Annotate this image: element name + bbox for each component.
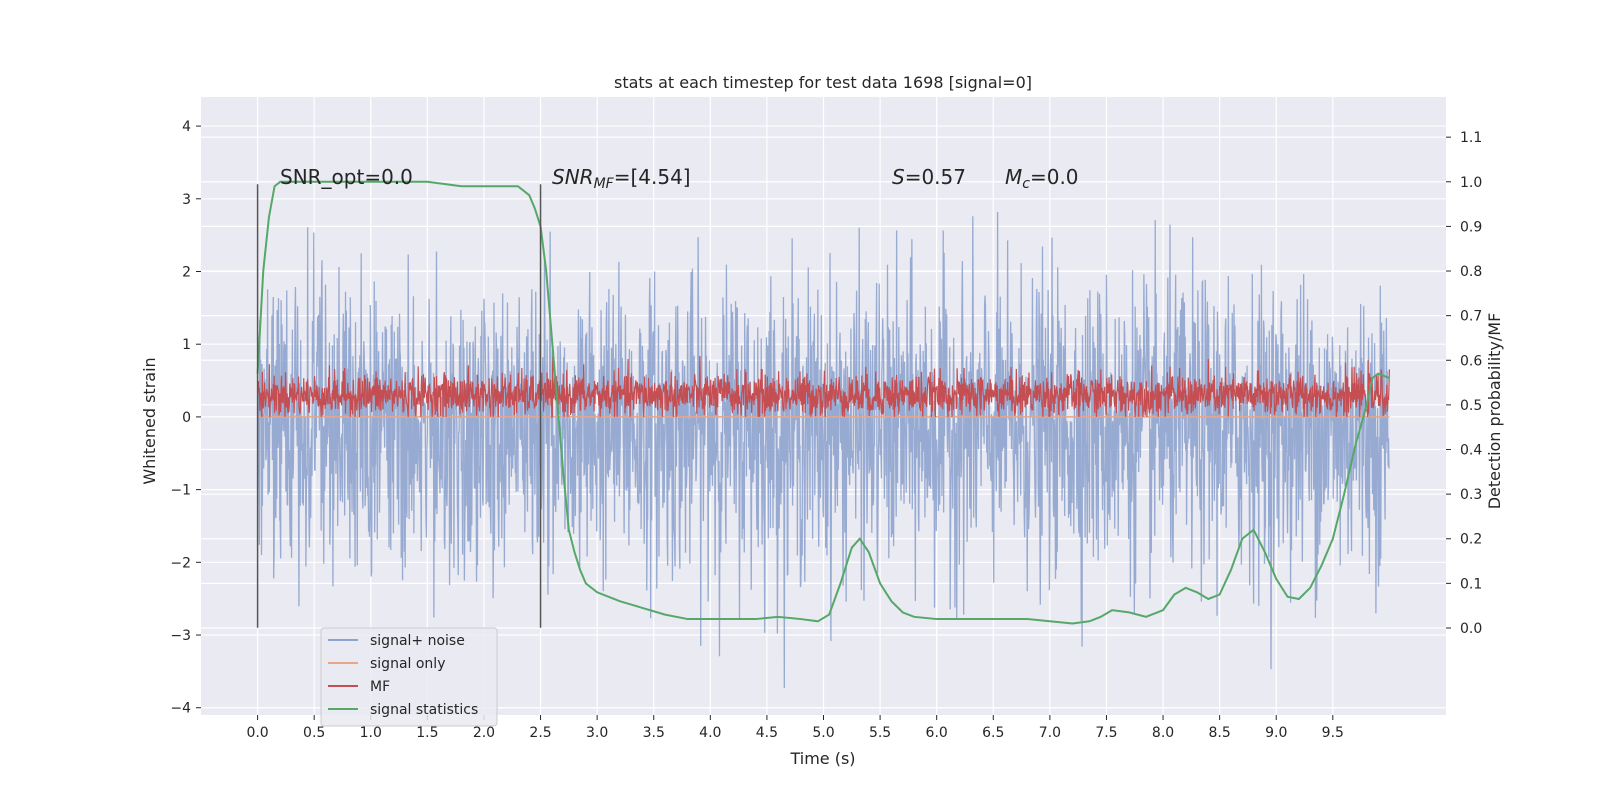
- annotation-snr-opt: SNR_opt=0.0: [280, 165, 413, 189]
- y-axis-label: Whitened strain: [140, 357, 159, 484]
- vertical-markers: [256, 184, 542, 628]
- axis-ticks: 0.0 0.5 1.0 1.5 2.0 2.5 3.0 3.5 4.0 4.5 5.0 5.5 6.0 6…: [170, 119, 1482, 741]
- series: [256, 180, 1391, 689]
- y2-tick-label: 0.0: [1460, 621, 1482, 637]
- y2-tick-label: 0.8: [1460, 264, 1482, 280]
- x-tick-label: 5.5: [869, 725, 891, 741]
- annotation-snr-mf: SNRMF=[4.54]: [552, 165, 691, 192]
- legend-label-signal-noise: signal+ noise: [370, 633, 465, 649]
- legend-box: [320, 627, 498, 727]
- x-tick-label: 1.5: [416, 725, 438, 741]
- x-tick-label: 0.0: [246, 725, 268, 741]
- y2-tick-label: 0.4: [1460, 443, 1482, 459]
- x-tick-label: 2.0: [473, 725, 495, 741]
- y-tick-label: 1: [182, 337, 191, 353]
- x-tick-label: 0.5: [303, 725, 325, 741]
- y-tick-label: 2: [182, 264, 191, 280]
- x-tick-label: 9.0: [1265, 725, 1287, 741]
- annotation-mc: Mc=0.0: [1005, 165, 1079, 192]
- y2-tick-label: 1.1: [1460, 130, 1482, 146]
- y-tick-label: −4: [170, 701, 191, 717]
- y2-tick-label: 0.6: [1460, 353, 1482, 369]
- y-tick-label: −3: [170, 628, 191, 644]
- legend: signal+ noise signal only MF signal stat…: [320, 627, 498, 727]
- annotation-s: S=0.57: [892, 165, 966, 189]
- x-tick-label: 1.0: [360, 725, 382, 741]
- series-mf-line: [256, 356, 1391, 418]
- y2-tick-label: 0.1: [1460, 576, 1482, 592]
- x-tick-label: 7.5: [1095, 725, 1117, 741]
- y-tick-label: 3: [182, 192, 191, 208]
- y2-tick-label: 0.7: [1460, 309, 1482, 325]
- y2-tick-label: 1.0: [1460, 175, 1482, 191]
- x-tick-label: 6.5: [982, 725, 1004, 741]
- y-tick-label: −2: [170, 555, 191, 571]
- chart-title: stats at each timestep for test data 169…: [614, 73, 1032, 92]
- y2-tick-label: 0.2: [1460, 532, 1482, 548]
- x-tick-label: 3.0: [586, 725, 608, 741]
- x-tick-label: 5.0: [812, 725, 834, 741]
- legend-label-mf: MF: [370, 679, 390, 695]
- x-axis-label: Time (s): [789, 749, 855, 768]
- x-tick-label: 2.5: [529, 725, 551, 741]
- y2-tick-label: 0.9: [1460, 219, 1482, 235]
- x-tick-label: 4.5: [756, 725, 778, 741]
- x-tick-label: 4.0: [699, 725, 721, 741]
- x-tick-label: 6.0: [926, 725, 948, 741]
- x-tick-label: 3.5: [643, 725, 665, 741]
- y2-axis-label: Detection probability/MF: [1485, 313, 1504, 510]
- y2-tick-label: 0.3: [1460, 487, 1482, 503]
- legend-label-signal-only: signal only: [370, 656, 445, 672]
- x-tick-label: 8.5: [1209, 725, 1231, 741]
- y-tick-label: 0: [182, 410, 191, 426]
- x-tick-label: 8.0: [1152, 725, 1174, 741]
- y-tick-label: −1: [170, 483, 191, 499]
- legend-label-signal-statistics: signal statistics: [370, 702, 478, 718]
- y2-tick-label: 0.5: [1460, 398, 1482, 414]
- x-tick-label: 7.0: [1039, 725, 1061, 741]
- series-signal-statistics-line: [256, 180, 1390, 625]
- x-tick-label: 9.5: [1322, 725, 1344, 741]
- y-tick-label: 4: [182, 119, 191, 135]
